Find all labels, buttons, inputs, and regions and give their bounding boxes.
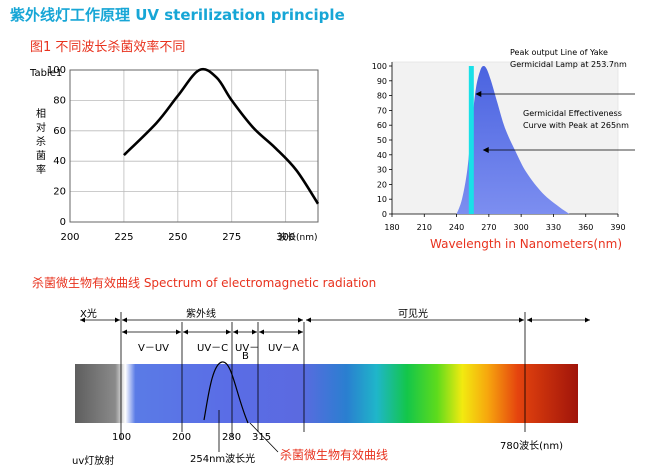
chart2-xtick-label: 300 xyxy=(514,223,529,232)
range-visible-left-head-right xyxy=(519,317,524,323)
range-uv-head-right xyxy=(298,317,303,323)
chart2-series-area xyxy=(456,65,570,214)
chart2-xtick-label: 210 xyxy=(417,223,432,232)
tick-200-label: 200 xyxy=(172,432,192,443)
tick-315-label: 315 xyxy=(252,432,272,443)
range-visible-left-head-left xyxy=(306,317,311,323)
tick-100-label: 100 xyxy=(112,432,132,443)
label-uv-lamp: uv灯放射 xyxy=(72,456,115,467)
chart1-xtick-label: 200 xyxy=(60,232,79,243)
range-visible-right-head-right xyxy=(585,317,590,323)
chart1-ytick-label: 60 xyxy=(53,126,66,137)
curve-label-leader xyxy=(249,422,279,453)
chart2-xtick-label: 240 xyxy=(449,223,464,232)
range-uva-head-left xyxy=(259,329,264,335)
figure1-caption: 图1 不同波长杀菌效率不同 xyxy=(30,40,186,55)
band-uvb-label-2: B xyxy=(242,351,249,362)
chart2-ytick-label: 90 xyxy=(377,77,387,86)
germicidal-curve xyxy=(203,361,249,424)
chart2-ytick-label: 0 xyxy=(382,210,387,219)
fig1-ylabel: 相 对 杀 菌 率 xyxy=(36,109,46,176)
chart1-xtick-label: 300 xyxy=(276,232,295,243)
chart1-ytick-label: 20 xyxy=(53,187,66,198)
range-uvc-head-left xyxy=(183,329,188,335)
chart1-ytick-label: 40 xyxy=(53,156,66,167)
spectrum-heading: 杀菌微生物有效曲线 Spectrum of electromagnetic ra… xyxy=(32,276,377,290)
chart2-peak-line xyxy=(468,66,474,214)
chart1-ytick-label: 80 xyxy=(53,95,66,106)
chart2-arrow1-head xyxy=(475,91,482,97)
range-uva-head-right xyxy=(298,329,303,335)
chart1-series-line xyxy=(122,67,320,205)
fig2-annotation2-line1: Germicidal Effectiveness xyxy=(523,109,622,118)
band-vuv-label: V－UV xyxy=(138,343,170,354)
range-visible-right-head-left xyxy=(527,317,532,323)
region-visible-label: 可见光 xyxy=(398,309,428,320)
tick-280-label: 280 xyxy=(222,432,242,443)
fig2-annotation1-line1: Peak output Line of Yake xyxy=(510,48,608,57)
chart2-xtick-label: 180 xyxy=(384,223,399,232)
range-uv-head-left xyxy=(122,317,127,323)
chart2-arrow2-head xyxy=(482,147,489,153)
chart1-frame xyxy=(69,69,319,223)
label-germicidal-curve: 杀菌微生物有效曲线 xyxy=(280,448,389,462)
chart1-xtick-label: 275 xyxy=(222,232,241,243)
chart2-ytick-label: 70 xyxy=(377,106,387,115)
region-uv-label: 紫外线 xyxy=(186,309,216,320)
fig2-annotation2-line2: Curve with Peak at 265nm xyxy=(523,121,629,130)
chart2-xtick-label: 360 xyxy=(578,223,593,232)
chart2-xtick-label: 390 xyxy=(610,223,625,232)
chart1-ytick-label: 100 xyxy=(47,65,66,76)
page-title: 紫外线灯工作原理 UV sterilization principle xyxy=(10,6,345,24)
range-uvb-head-right xyxy=(252,329,257,335)
band-uvb-label-1: UV－ xyxy=(235,343,260,354)
chart2-ytick-label: 10 xyxy=(377,195,387,204)
chart2-ytick-label: 40 xyxy=(377,151,387,160)
chart2-ytick-label: 50 xyxy=(377,136,387,145)
chart2-xtick-label: 330 xyxy=(546,223,561,232)
range-xray-head-left xyxy=(80,317,85,323)
range-vuv-head-right xyxy=(176,329,181,335)
chart1-xlabel: 波长(nm) xyxy=(278,231,318,243)
chart1-xtick-label: 250 xyxy=(168,232,187,243)
range-uvb-head-left xyxy=(233,329,238,335)
band-uvc-label: UV－C xyxy=(197,343,229,354)
range-uvc-head-right xyxy=(226,329,231,335)
chart1-ytick-label: 0 xyxy=(60,217,66,228)
chart2-ytick-label: 80 xyxy=(377,92,387,101)
spectrum-bar xyxy=(75,364,578,423)
label-254nm: 254nm波长光 xyxy=(190,454,256,465)
fig2-xlabel: Wavelength in Nanometers(nm) xyxy=(430,237,623,251)
table1-label: Table1 xyxy=(30,68,63,79)
tick-780-label: 780波长(nm) xyxy=(500,441,563,452)
chart1-xtick-label: 225 xyxy=(114,232,133,243)
chart2-ytick-label: 100 xyxy=(372,62,387,71)
range-xray-head-right xyxy=(115,317,120,323)
chart2-ytick-label: 20 xyxy=(377,180,387,189)
range-vuv-head-left xyxy=(122,329,127,335)
chart2-ytick-label: 30 xyxy=(377,166,387,175)
region-xray-label: X光 xyxy=(80,309,97,320)
chart2-ytick-label: 60 xyxy=(377,121,387,130)
band-uva-label: UV－A xyxy=(268,343,300,354)
chart2-xtick-label: 270 xyxy=(481,223,496,232)
fig2-annotation1-line2: Germicidal Lamp at 253.7nm xyxy=(510,60,627,69)
